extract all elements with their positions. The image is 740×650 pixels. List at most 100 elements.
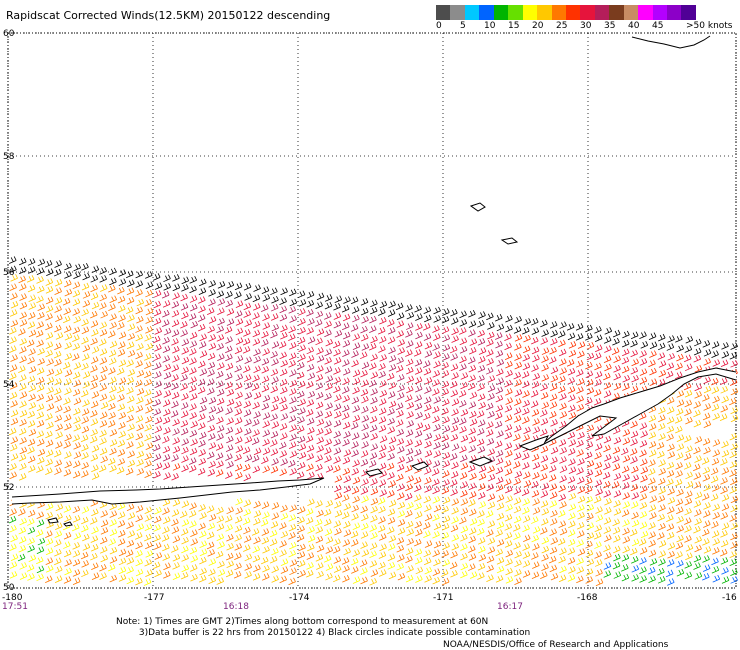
wind-barb — [648, 459, 656, 467]
wind-barb — [108, 284, 116, 293]
wind-barb — [333, 302, 341, 311]
wind-barb — [235, 373, 244, 382]
wind-barb — [289, 369, 297, 377]
wind-barb — [721, 494, 730, 502]
wind-barb — [378, 407, 387, 416]
wind-barb — [144, 558, 152, 567]
wind-barb — [54, 548, 62, 557]
wind-barb — [109, 447, 117, 456]
wind-barb — [90, 337, 98, 346]
wind-barb — [289, 315, 297, 323]
wind-barb — [460, 372, 469, 380]
wind-barb — [198, 522, 206, 531]
wind-barb — [658, 504, 666, 512]
wind-barb — [666, 362, 675, 371]
wind-barb — [269, 538, 278, 547]
wind-barb — [667, 550, 675, 559]
wind-barb — [100, 519, 109, 528]
wind-barb — [234, 382, 243, 390]
wind-barb — [91, 472, 100, 480]
wind-barb — [62, 315, 71, 324]
wind-barb — [27, 518, 35, 526]
wind-barb — [144, 433, 152, 442]
wind-barb — [478, 465, 487, 473]
wind-barb — [90, 400, 99, 409]
wind-barb — [433, 333, 441, 341]
wind-barb — [19, 293, 27, 301]
wind-barb — [711, 565, 720, 574]
wind-barb — [217, 541, 225, 549]
wind-barb — [361, 513, 369, 522]
wind-barb — [549, 518, 558, 526]
wind-barb — [109, 357, 117, 366]
wind-barb — [414, 367, 423, 375]
wind-barb — [307, 372, 316, 381]
wind-barb — [125, 467, 134, 476]
wind-barb — [532, 507, 541, 515]
wind-barb — [99, 293, 107, 302]
wind-barb — [388, 346, 396, 355]
wind-barb — [288, 532, 296, 540]
wind-barb — [424, 566, 432, 575]
wind-barb — [73, 407, 81, 416]
wind-barb — [298, 443, 307, 451]
wind-barb — [180, 427, 189, 436]
wind-barb — [314, 319, 323, 327]
wind-barb — [658, 406, 666, 415]
wind-barb — [198, 449, 206, 457]
wind-barb — [324, 312, 332, 320]
wind-barb — [64, 369, 73, 377]
wind-barb — [343, 296, 351, 304]
wind-barb — [298, 299, 307, 307]
wind-barb — [730, 495, 739, 504]
wind-barb — [414, 376, 423, 385]
wind-barb — [442, 542, 450, 550]
wind-barb — [289, 388, 297, 396]
wind-barb — [253, 365, 261, 374]
wind-barb — [549, 411, 557, 419]
wind-barb — [442, 452, 451, 460]
wind-barb — [360, 458, 369, 467]
wind-barb — [352, 476, 361, 485]
wind-barb — [406, 475, 414, 483]
wind-barb — [405, 455, 414, 464]
wind-barb — [613, 553, 621, 562]
wind-barb — [207, 468, 216, 477]
wind-barb — [694, 509, 702, 517]
wind-barb — [684, 561, 692, 569]
wind-barb — [154, 569, 162, 578]
wind-barb — [577, 504, 585, 512]
wind-barb — [487, 537, 496, 545]
wind-barb — [522, 543, 530, 551]
wind-barb — [640, 466, 649, 475]
wind-barb — [45, 341, 54, 349]
wind-barb — [683, 354, 692, 363]
wind-barb — [145, 271, 153, 279]
wind-barb — [64, 288, 73, 297]
wind-barb — [127, 323, 136, 331]
wind-barb — [252, 303, 261, 311]
wind-barb — [495, 340, 503, 349]
wind-barb — [162, 300, 171, 308]
wind-barb — [424, 396, 432, 405]
wind-barb — [207, 522, 216, 531]
wind-barb — [324, 301, 333, 310]
wind-barb — [603, 435, 612, 444]
wind-barb — [316, 428, 324, 436]
wind-barb — [135, 289, 143, 297]
wind-barb — [9, 372, 17, 381]
wind-barb — [397, 519, 406, 527]
wind-barb — [297, 290, 306, 299]
wind-barb — [449, 453, 458, 461]
wind-barb — [657, 352, 666, 360]
wind-barb — [523, 334, 531, 343]
wind-barb — [550, 374, 559, 383]
wind-barb — [405, 547, 414, 556]
wind-barb — [19, 301, 28, 310]
wind-barb — [81, 470, 89, 478]
wind-barb — [405, 349, 413, 357]
wind-barb — [397, 527, 406, 536]
wind-barb — [27, 544, 35, 553]
wind-barb — [36, 367, 45, 375]
wind-barb — [531, 327, 540, 335]
